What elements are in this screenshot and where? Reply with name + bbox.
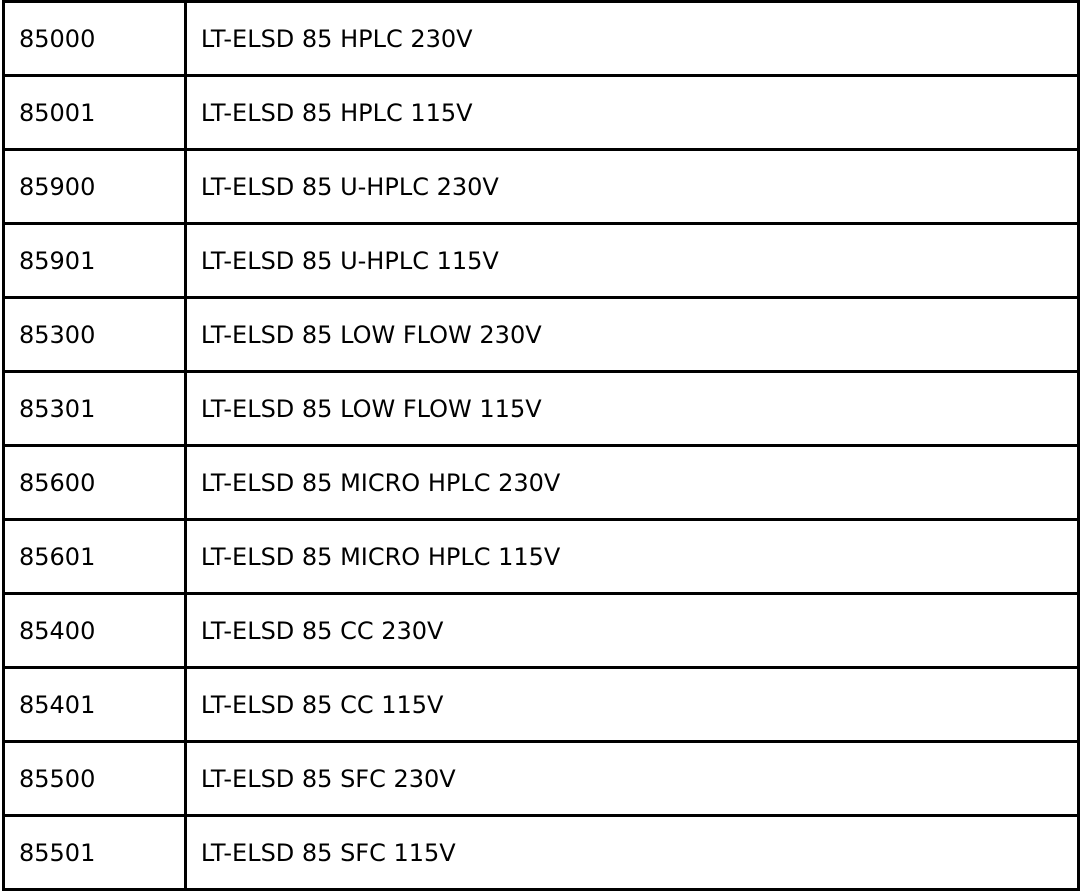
product-description-cell: LT-ELSD 85 LOW FLOW 230V bbox=[183, 296, 1080, 373]
product-description-cell: LT-ELSD 85 MICRO HPLC 115V bbox=[183, 518, 1080, 595]
product-code-cell: 85500 bbox=[2, 740, 187, 817]
product-description-cell: LT-ELSD 85 HPLC 115V bbox=[183, 74, 1080, 151]
table-row: 85501 LT-ELSD 85 SFC 115V bbox=[2, 814, 1080, 891]
product-code-cell: 85901 bbox=[2, 222, 187, 299]
table-row: 85500 LT-ELSD 85 SFC 230V bbox=[2, 740, 1080, 817]
product-code-cell: 85501 bbox=[2, 814, 187, 891]
product-description-cell: LT-ELSD 85 SFC 230V bbox=[183, 740, 1080, 817]
table-row: 85900 LT-ELSD 85 U-HPLC 230V bbox=[2, 148, 1080, 225]
product-description-cell: LT-ELSD 85 HPLC 230V bbox=[183, 0, 1080, 77]
table-row: 85600 LT-ELSD 85 MICRO HPLC 230V bbox=[2, 444, 1080, 521]
product-code-cell: 85601 bbox=[2, 518, 187, 595]
table-row: 85300 LT-ELSD 85 LOW FLOW 230V bbox=[2, 296, 1080, 373]
table-row: 85601 LT-ELSD 85 MICRO HPLC 115V bbox=[2, 518, 1080, 595]
product-description-cell: LT-ELSD 85 CC 230V bbox=[183, 592, 1080, 669]
table-row: 85000 LT-ELSD 85 HPLC 230V bbox=[2, 0, 1080, 77]
product-description-cell: LT-ELSD 85 U-HPLC 230V bbox=[183, 148, 1080, 225]
table-row: 85901 LT-ELSD 85 U-HPLC 115V bbox=[2, 222, 1080, 299]
product-code-cell: 85600 bbox=[2, 444, 187, 521]
product-description-cell: LT-ELSD 85 CC 115V bbox=[183, 666, 1080, 743]
product-description-cell: LT-ELSD 85 SFC 115V bbox=[183, 814, 1080, 891]
product-code-cell: 85300 bbox=[2, 296, 187, 373]
table-row: 85001 LT-ELSD 85 HPLC 115V bbox=[2, 74, 1080, 151]
product-code-cell: 85400 bbox=[2, 592, 187, 669]
product-code-cell: 85301 bbox=[2, 370, 187, 447]
table-row: 85400 LT-ELSD 85 CC 230V bbox=[2, 592, 1080, 669]
product-code-cell: 85900 bbox=[2, 148, 187, 225]
table-row: 85401 LT-ELSD 85 CC 115V bbox=[2, 666, 1080, 743]
table-row: 85301 LT-ELSD 85 LOW FLOW 115V bbox=[2, 370, 1080, 447]
product-code-cell: 85000 bbox=[2, 0, 187, 77]
product-description-cell: LT-ELSD 85 MICRO HPLC 230V bbox=[183, 444, 1080, 521]
product-code-cell: 85401 bbox=[2, 666, 187, 743]
product-description-cell: LT-ELSD 85 LOW FLOW 115V bbox=[183, 370, 1080, 447]
product-description-cell: LT-ELSD 85 U-HPLC 115V bbox=[183, 222, 1080, 299]
product-code-cell: 85001 bbox=[2, 74, 187, 151]
